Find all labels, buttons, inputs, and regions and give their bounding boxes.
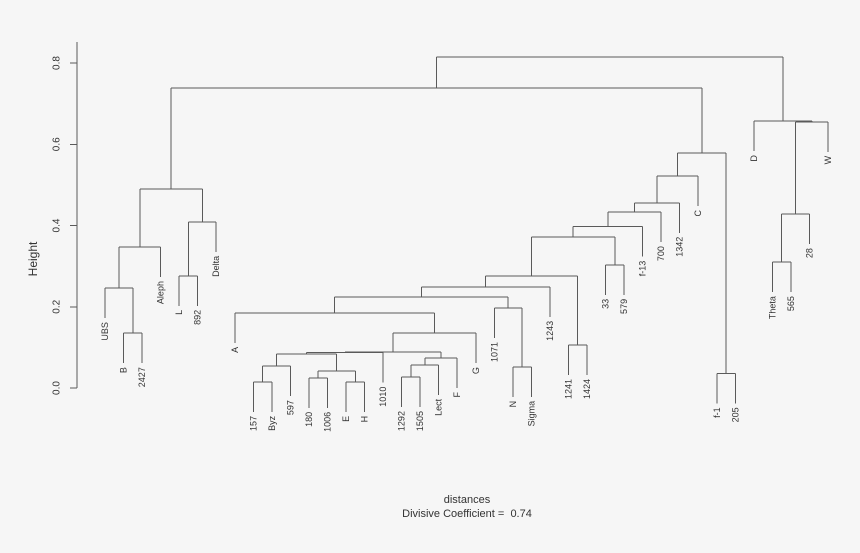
leaf-label: D [749,155,759,162]
leaf-label: 205 [730,407,740,422]
leaf-label: B [119,367,129,373]
leaf-label: 1071 [489,342,499,362]
y-axis-tick-label: 0.0 [52,381,63,395]
leaf-label: G [471,367,481,374]
y-axis-title: Height [26,241,40,277]
y-axis-tick-label: 0.4 [52,218,63,232]
leaf-label: f-1 [712,407,722,418]
leaf-label: 1243 [545,321,555,341]
leaf-label: 1505 [415,411,425,431]
leaf-label: 597 [285,400,295,415]
leaf-label: 157 [248,416,258,431]
leaf-label: E [341,416,351,422]
leaf-label: Aleph [156,281,166,304]
leaf-label: 892 [193,310,203,325]
y-axis-tick-label: 0.8 [52,56,63,70]
leaf-label: 2427 [137,367,147,387]
leaf-label: Lect [434,398,444,416]
x-axis-title: distances [443,494,491,506]
leaf-label: f-13 [638,261,648,277]
leaf-label: 1006 [322,412,332,432]
leaf-label: 28 [804,248,814,258]
leaf-label: F [452,391,462,397]
leaf-label: Theta [767,296,777,319]
leaf-label: 33 [601,299,611,309]
leaf-label: N [508,401,518,408]
leaf-label: Delta [211,256,221,277]
divisive-coefficient-caption: Divisive Coefficient = 0.74 [402,508,532,520]
leaf-label: 1010 [378,387,388,407]
leaf-label: 1241 [563,379,573,399]
leaf-label: UBS [100,322,110,341]
leaf-label: 1342 [675,237,685,257]
y-axis-tick-label: 0.2 [52,299,63,313]
leaf-label: 1292 [397,411,407,431]
leaf-label: 180 [304,412,314,427]
leaf-label: A [230,347,240,353]
y-axis-tick-label: 0.6 [52,137,63,151]
leaf-label: 700 [656,246,666,261]
leaf-label: 579 [619,299,629,314]
leaf-label: Sigma [526,401,536,427]
leaf-label: C [693,209,703,216]
leaf-label: H [360,416,370,423]
leaf-label: L [174,310,184,315]
leaf-label: 565 [786,296,796,311]
leaf-label: W [823,155,833,164]
leaf-label: Byz [267,415,277,431]
leaf-label: 1424 [582,379,592,399]
